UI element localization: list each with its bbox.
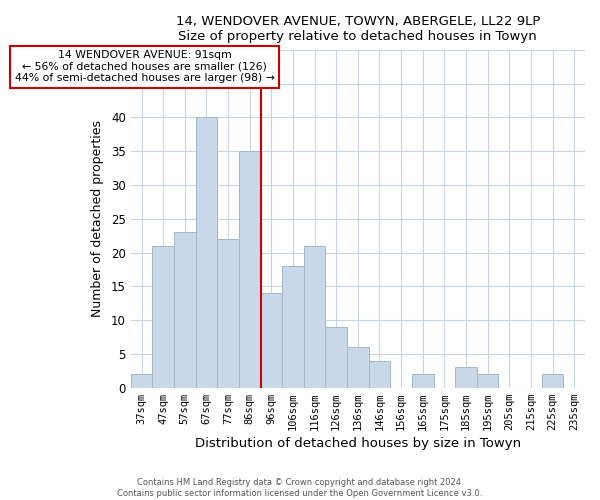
Text: 14 WENDOVER AVENUE: 91sqm
← 56% of detached houses are smaller (126)
44% of semi: 14 WENDOVER AVENUE: 91sqm ← 56% of detac… (14, 50, 275, 83)
Bar (455, 368, 477, 388)
Bar (260, 293, 282, 388)
Bar (368, 360, 391, 388)
Bar (325, 327, 347, 388)
Bar (196, 118, 217, 388)
Text: Contains HM Land Registry data © Crown copyright and database right 2024.
Contai: Contains HM Land Registry data © Crown c… (118, 478, 482, 498)
Bar (239, 151, 260, 388)
Bar (131, 374, 152, 388)
Bar (542, 374, 563, 388)
Bar (152, 246, 174, 388)
Bar (477, 374, 499, 388)
Title: 14, WENDOVER AVENUE, TOWYN, ABERGELE, LL22 9LP
Size of property relative to deta: 14, WENDOVER AVENUE, TOWYN, ABERGELE, LL… (176, 15, 540, 43)
Bar (217, 239, 239, 388)
X-axis label: Distribution of detached houses by size in Towyn: Distribution of detached houses by size … (195, 437, 521, 450)
Bar (412, 374, 434, 388)
Y-axis label: Number of detached properties: Number of detached properties (91, 120, 104, 317)
Bar (347, 347, 368, 388)
Bar (174, 232, 196, 388)
Bar (282, 266, 304, 388)
Bar (304, 246, 325, 388)
